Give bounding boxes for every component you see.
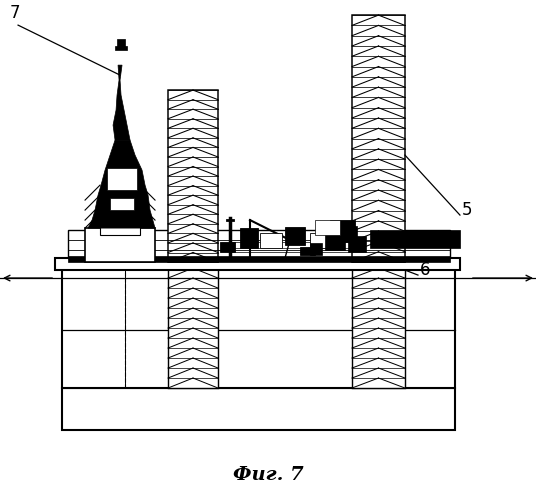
Bar xyxy=(115,46,127,50)
Bar xyxy=(325,232,345,250)
Text: Фиг. 7: Фиг. 7 xyxy=(233,466,303,484)
Bar xyxy=(352,268,405,388)
Text: 5: 5 xyxy=(462,201,472,219)
Bar xyxy=(62,268,455,388)
Polygon shape xyxy=(88,140,155,228)
Bar xyxy=(68,230,450,258)
Bar xyxy=(85,228,155,262)
Bar xyxy=(117,39,125,47)
Bar xyxy=(168,268,218,388)
Bar xyxy=(100,227,140,235)
Bar xyxy=(240,228,258,248)
Bar xyxy=(315,220,340,235)
Text: 6: 6 xyxy=(420,261,430,279)
Bar xyxy=(310,243,322,255)
Polygon shape xyxy=(113,65,130,140)
Bar xyxy=(55,258,460,270)
Bar xyxy=(62,388,455,430)
Text: 7: 7 xyxy=(10,4,20,22)
Bar xyxy=(110,198,134,210)
Bar xyxy=(68,256,450,262)
Bar xyxy=(352,15,405,262)
Bar xyxy=(310,233,328,248)
Bar xyxy=(348,236,366,252)
Bar xyxy=(260,233,282,248)
Bar xyxy=(370,230,460,248)
Bar xyxy=(285,227,305,245)
Bar xyxy=(300,247,315,255)
Bar xyxy=(342,226,357,238)
Bar xyxy=(330,220,355,242)
Bar xyxy=(220,242,235,252)
Bar xyxy=(168,90,218,262)
Bar xyxy=(107,168,137,190)
